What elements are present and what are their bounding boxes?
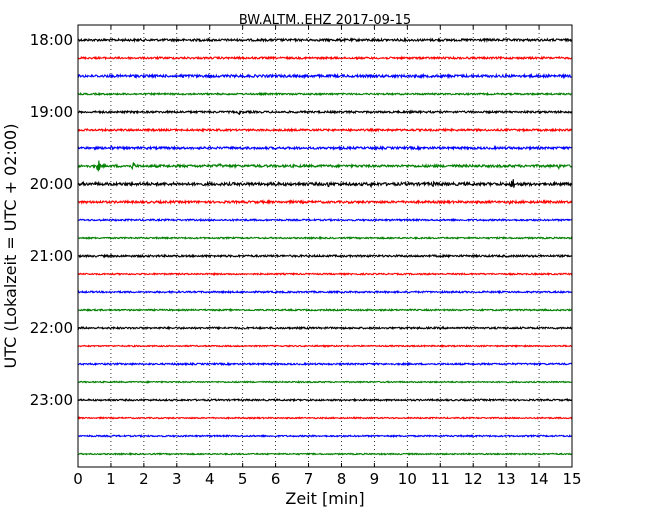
trace-line-2300 — [77, 397, 573, 403]
y-tick-label: 20:00 — [30, 175, 73, 193]
trace-line-1945 — [77, 160, 573, 172]
y-axis-label: UTC (Lokalzeit = UTC + 02:00) — [1, 124, 20, 369]
x-tick-label: 9 — [370, 470, 380, 488]
x-tick-label: 2 — [139, 470, 149, 488]
trace-line-2130 — [77, 289, 573, 295]
x-tick-label: 0 — [73, 470, 83, 488]
trace-line-1930 — [77, 144, 573, 152]
trace-line-1845 — [77, 91, 573, 97]
x-tick-label: 10 — [398, 470, 417, 488]
trace-line-2115 — [77, 271, 573, 277]
plot-frame — [77, 24, 573, 468]
trace-line-2315 — [77, 416, 573, 420]
trace-line-2100 — [77, 253, 573, 259]
y-tick-label: 19:00 — [30, 103, 73, 121]
x-tick-label: 8 — [337, 470, 347, 488]
trace-line-2000 — [77, 179, 573, 189]
x-tick-label: 11 — [431, 470, 450, 488]
trace-line-1915 — [77, 127, 573, 133]
x-tick-label: 4 — [205, 470, 215, 488]
trace-line-2200 — [77, 325, 573, 331]
trace-line-1830 — [77, 72, 573, 80]
trace-line-2345 — [77, 452, 573, 457]
trace-line-1800 — [77, 36, 573, 44]
trace-line-2045 — [77, 235, 573, 241]
tick-layer: 0 1 2 3 4 5 6 7 8 9 10 11 12 13 14 1518:0019:0020:0021:… — [30, 25, 582, 488]
x-tick-label: 6 — [271, 470, 281, 488]
x-tick-label: 12 — [464, 470, 483, 488]
y-tick-label: 21:00 — [30, 247, 73, 265]
x-axis-label: Zeit [min] — [285, 489, 364, 508]
trace-line-1900 — [77, 109, 573, 115]
trace-line-1815 — [77, 55, 573, 61]
trace-line-2030 — [77, 217, 573, 223]
chart-title: BW.ALTM..EHZ 2017-09-15 — [239, 13, 411, 28]
trace-line-2015 — [77, 198, 573, 206]
trace-layer — [77, 36, 573, 457]
y-tick-label: 22:00 — [30, 319, 73, 337]
x-tick-label: 5 — [238, 470, 248, 488]
trace-line-2145 — [77, 307, 573, 313]
y-tick-label: 23:00 — [30, 391, 73, 409]
x-tick-label: 13 — [497, 470, 516, 488]
trace-line-2245 — [77, 380, 573, 384]
y-tick-label: 18:00 — [30, 31, 73, 49]
trace-line-2330 — [77, 433, 573, 439]
trace-line-2215 — [77, 344, 573, 348]
grid-layer — [110, 25, 540, 467]
x-tick-label: 14 — [530, 470, 549, 488]
x-tick-label: 15 — [562, 470, 581, 488]
x-tick-label: 7 — [304, 470, 314, 488]
trace-line-2230 — [77, 361, 573, 367]
x-tick-label: 3 — [172, 470, 182, 488]
x-tick-label: 1 — [106, 470, 116, 488]
